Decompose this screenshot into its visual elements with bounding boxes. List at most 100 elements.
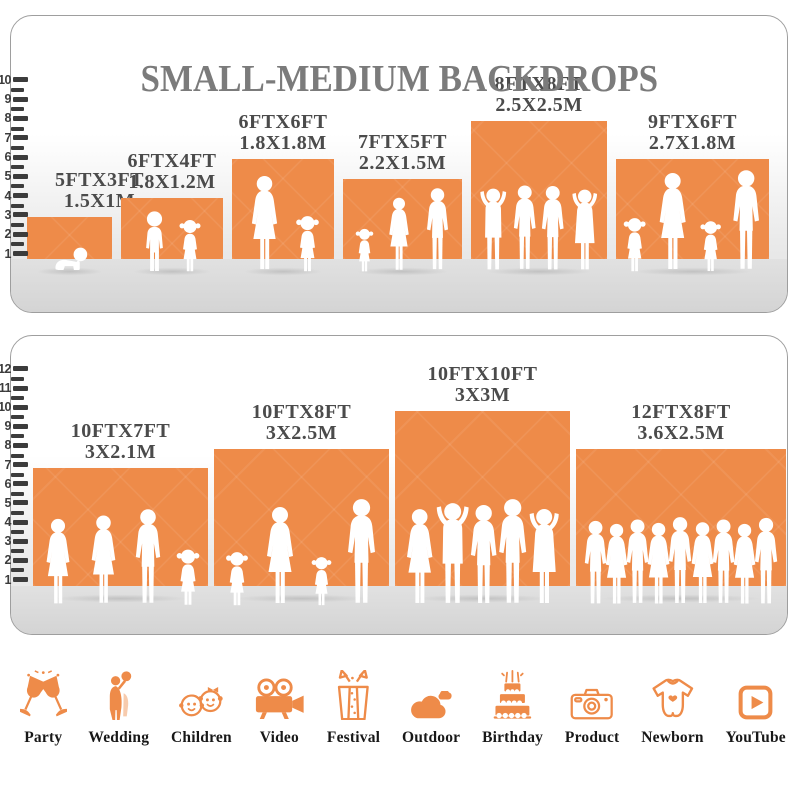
ruler-number: 3 <box>4 207 12 222</box>
ruler-minor-tick <box>11 568 24 573</box>
category-label: Birthday <box>482 729 544 746</box>
ruler-mark-1: 1 <box>0 572 28 587</box>
silhouette-man <box>129 508 166 606</box>
ruler-tick <box>13 77 28 83</box>
silhouette-baby <box>50 246 89 272</box>
people-silhouettes <box>619 169 766 272</box>
backdrop-block-10ftx10ft: 10FTX10FT 3X3M <box>389 364 576 604</box>
block-size-label: 12FTX8FT 3.6X2.5M <box>631 402 731 444</box>
ruler-tick <box>13 251 28 256</box>
ruler-number: 6 <box>4 150 12 164</box>
category-item-birthday: Birthday <box>482 653 543 747</box>
ruler-tick <box>13 212 28 218</box>
block-size-label: 10FTX8FT 3X2.5M <box>252 402 352 444</box>
ruler-mark-8: 8 <box>0 111 28 125</box>
festival-icon <box>331 670 376 720</box>
backdrop-block-9ftx6ft: 9FTX6FT 2.7X1.8M <box>611 112 774 277</box>
ruler-number: 3 <box>4 534 12 549</box>
ruler-mark-6: 6 <box>0 150 28 164</box>
ruler-tick <box>13 231 28 237</box>
ruler-mark-7: 7 <box>0 131 28 145</box>
silhouette-boy <box>140 210 170 272</box>
backdrop-block-6ftx6ft: 6FTX6FT 1.8X1.8M <box>228 112 338 277</box>
category-label: Video <box>259 729 299 746</box>
ruler-number: 1 <box>4 246 12 261</box>
category-item-wedding: Wedding <box>88 653 149 747</box>
category-label: Product <box>564 729 620 746</box>
size-m-text: 2.2X1.5M <box>358 152 447 174</box>
people-silhouettes <box>579 516 783 606</box>
ruler-tick <box>13 481 28 487</box>
ruler-mark-12: 12 <box>0 361 28 376</box>
silhouette-girl <box>222 551 252 606</box>
size-ft-text: 9FTX6FT <box>647 111 738 133</box>
ruler-number: 2 <box>4 227 12 242</box>
category-label: Wedding <box>88 729 150 746</box>
ruler-minor-tick <box>11 510 24 515</box>
ruler-tick <box>13 173 28 179</box>
ruler-tick <box>13 154 28 160</box>
ruler-tick <box>13 193 28 199</box>
category-label: Party <box>24 729 63 746</box>
party-icon <box>20 670 67 720</box>
size-ft-text: 10FTX7FT <box>70 420 171 442</box>
size-ft-text: 6FTX4FT <box>127 150 217 172</box>
size-ft-text: 6FTX6FT <box>238 111 328 133</box>
ruler-minor-tick <box>11 242 24 247</box>
category-item-newborn: Newborn <box>641 653 704 747</box>
silhouette-man <box>421 187 453 272</box>
video-icon <box>254 678 306 720</box>
ruler-minor-tick <box>11 107 24 112</box>
page-title: SMALL-MEDIUM BACKDROPS <box>140 58 658 101</box>
backdrop-block-7ftx5ft: 7FTX5FT 2.2X1.5M <box>339 132 466 277</box>
backdrop-block-8ftx8ft: 8FTX8FT 2.5X2.5M <box>466 74 612 277</box>
category-label: Children <box>171 729 232 746</box>
ruler-minor-tick <box>11 184 24 189</box>
ruler-tick <box>13 404 28 410</box>
ruler-number: 1 <box>4 572 12 587</box>
category-item-video: Video <box>254 653 306 747</box>
category-item-party: Party <box>20 653 67 747</box>
small-medium-backdrops-panel: SMALL-MEDIUM BACKDROPS 1 2 3 4 5 6 7 8 9 10 5FTX3… <box>0 15 788 313</box>
silhouette-woman-up <box>565 187 604 272</box>
ruler-minor-tick <box>11 396 24 401</box>
ruler-mark-8: 8 <box>0 438 28 452</box>
ruler-number: 5 <box>4 495 12 510</box>
ruler-tick <box>13 500 28 506</box>
silhouette-woman <box>243 175 286 272</box>
silhouette-girl <box>619 217 649 272</box>
size-m-text: 3X2.5M <box>265 422 338 444</box>
ruler-minor-tick <box>11 376 24 381</box>
category-item-product: Product <box>565 653 620 747</box>
ruler-minor-tick <box>11 415 24 420</box>
ruler-number: 9 <box>4 419 12 434</box>
people-silhouettes <box>38 508 203 606</box>
category-label: Outdoor <box>402 729 461 746</box>
silhouette-girl <box>172 548 203 606</box>
ruler-number: 2 <box>4 553 12 568</box>
silhouette-woman <box>83 514 123 606</box>
ruler-tick <box>13 423 28 429</box>
outdoor-icon <box>409 691 453 720</box>
ruler-number: 5 <box>4 169 12 184</box>
youtube-icon <box>738 685 773 720</box>
block-size-label: 10FTX10FT 3X3M <box>427 364 537 406</box>
silhouette-woman <box>38 518 77 606</box>
category-item-youtube: YouTube <box>726 653 786 747</box>
ruler-number: 12 <box>0 361 12 376</box>
ruler-minor-tick <box>11 126 24 131</box>
ruler-number: 10 <box>0 72 12 87</box>
silhouette-man <box>749 517 783 606</box>
ruler-number: 4 <box>4 188 12 203</box>
size-ft-text: 10FTX10FT <box>427 363 538 385</box>
ruler-tick <box>13 385 28 391</box>
people-silhouettes <box>352 187 453 272</box>
size-ft-text: 8FTX8FT <box>494 73 584 95</box>
category-item-festival: Festival <box>327 653 380 747</box>
ruler-number: 10 <box>0 400 12 415</box>
backdrop-block-5ftx3ft: 5FTX3FT 1.5X1M <box>24 170 144 277</box>
ruler-mark-5: 5 <box>0 495 28 510</box>
ruler-tick <box>13 135 28 141</box>
ruler-number: 4 <box>4 515 12 530</box>
ruler-minor-tick <box>11 472 24 477</box>
